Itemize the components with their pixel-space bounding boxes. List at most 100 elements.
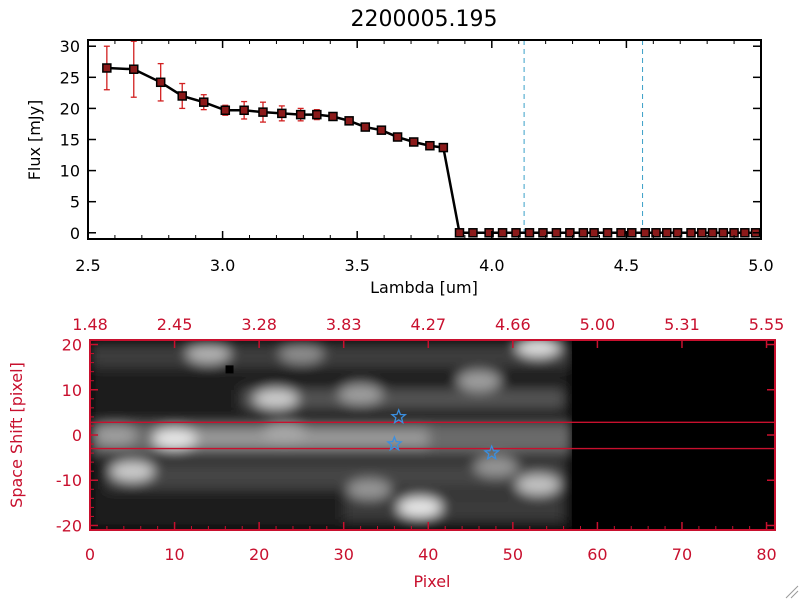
flux-data-point (616, 228, 626, 238)
flux-data-point (220, 105, 231, 116)
image-x-tick-label: 0 (85, 545, 95, 564)
flux-data-point (408, 137, 419, 147)
image-x-tick-label: 20 (249, 545, 269, 564)
flux-data-point (538, 228, 548, 238)
image-y-tick-label: -20 (56, 516, 82, 535)
image-x-tick-label: 70 (672, 545, 692, 564)
y-tick-label: 15 (60, 131, 80, 150)
spectrum-x-axis-label: Lambda [um] (370, 278, 478, 297)
image-x-tick-label: 30 (334, 545, 354, 564)
flux-data-point (155, 77, 166, 88)
image-y-tick-label: 20 (62, 336, 82, 355)
flux-data-point (686, 228, 696, 238)
flux-data-point (177, 91, 187, 101)
flux-data-point (602, 228, 613, 238)
flux-data-point (129, 64, 139, 74)
image-y-axis-label: Space Shift [pixel] (7, 362, 26, 508)
flux-data-point (102, 63, 112, 73)
streak-bottom (343, 493, 564, 521)
bright-feature (397, 497, 442, 518)
image-top-tick-label: 5.00 (580, 315, 616, 334)
flux-data-point (239, 105, 249, 116)
flux-data-point (707, 228, 718, 238)
x-tick-label: 2.5 (75, 256, 100, 275)
image-x-tick-label: 50 (503, 545, 523, 564)
image-x-axis-label: Pixel (413, 572, 450, 591)
bright-feature (457, 370, 502, 391)
empty-region (572, 340, 775, 530)
image-y-tick-label: -10 (56, 471, 82, 490)
y-tick-label: 10 (60, 162, 80, 181)
flux-data-point (662, 228, 672, 238)
bright-feature (473, 456, 518, 477)
flux-data-point (511, 228, 521, 238)
bright-feature (152, 428, 197, 449)
image-top-tick-label: 3.28 (241, 315, 277, 334)
bright-feature (347, 479, 392, 500)
flux-data-point (360, 122, 371, 132)
bright-feature (262, 422, 307, 443)
flux-data-point (312, 109, 322, 120)
image-x-tick-label: 80 (756, 545, 776, 564)
flux-data-point (344, 116, 354, 126)
y-tick-label: 20 (60, 99, 80, 118)
dark-pixel (225, 365, 234, 374)
flux-data-point (468, 228, 478, 238)
image-top-tick-label: 3.83 (326, 315, 362, 334)
image-emission-layer (90, 340, 573, 530)
star-marker-icon (483, 444, 501, 461)
image-x-tick-label: 40 (418, 545, 438, 564)
y-tick-label: 0 (70, 224, 80, 243)
flux-data-point (454, 228, 465, 238)
resize-grip-icon[interactable] (785, 585, 799, 599)
bright-feature (110, 461, 155, 482)
flux-data-point (697, 228, 707, 238)
flux-data-point (640, 228, 650, 238)
image-top-tick-label: 2.45 (157, 315, 193, 334)
image-y-tick-label: 0 (72, 426, 82, 445)
flux-data-point (740, 228, 750, 238)
flux-data-point (295, 109, 306, 120)
flux-data-point (565, 228, 575, 238)
y-tick-label: 30 (60, 37, 80, 56)
spectrum-panel: 2200005.195 2.5 3.0 3.5 4.0 4.5 5.0 0 5 10 15 20 2… (25, 7, 774, 297)
image-x-tick-label: 60 (587, 545, 607, 564)
flux-data-point (651, 228, 661, 238)
spectrum-y-axis-label: Flux [mJy] (25, 100, 44, 181)
flux-data-point (328, 111, 338, 122)
x-tick-label: 3.5 (344, 256, 369, 275)
image-y-tick-label: 10 (62, 381, 82, 400)
y-tick-label: 5 (70, 193, 80, 212)
star-marker-icon (386, 435, 403, 452)
flux-data-point (578, 228, 589, 238)
bright-feature (279, 343, 324, 364)
chart-title: 2200005.195 (351, 7, 498, 32)
x-tick-label: 4.0 (479, 256, 504, 275)
y-tick-label: 25 (60, 68, 80, 87)
flux-data-point (497, 228, 508, 238)
bright-feature (516, 474, 561, 495)
flux-data-point (258, 107, 268, 117)
bright-feature (254, 388, 299, 409)
bright-feature (93, 425, 138, 445)
flux-data-point (199, 97, 209, 107)
bright-feature (516, 340, 561, 357)
flux-data-point (672, 228, 683, 238)
flux-data-point (718, 228, 729, 238)
star-marker-icon (390, 408, 408, 425)
x-tick-label: 5.0 (748, 256, 773, 275)
image-top-tick-label: 5.31 (664, 315, 700, 334)
flux-data-point (438, 142, 449, 153)
flux-data-point (277, 108, 287, 119)
flux-data-point (589, 228, 599, 238)
flux-data-point (627, 228, 637, 238)
flux-data-point (484, 228, 494, 238)
image-top-tick-label: 5.55 (749, 315, 785, 334)
x-tick-label: 4.5 (614, 256, 639, 275)
flux-data-point (425, 140, 435, 151)
image-top-tick-label: 1.48 (72, 315, 108, 334)
streak-top (90, 344, 573, 368)
flux-data-point (392, 132, 403, 142)
flux-data-point (524, 228, 535, 238)
x-tick-label: 3.0 (210, 256, 235, 275)
